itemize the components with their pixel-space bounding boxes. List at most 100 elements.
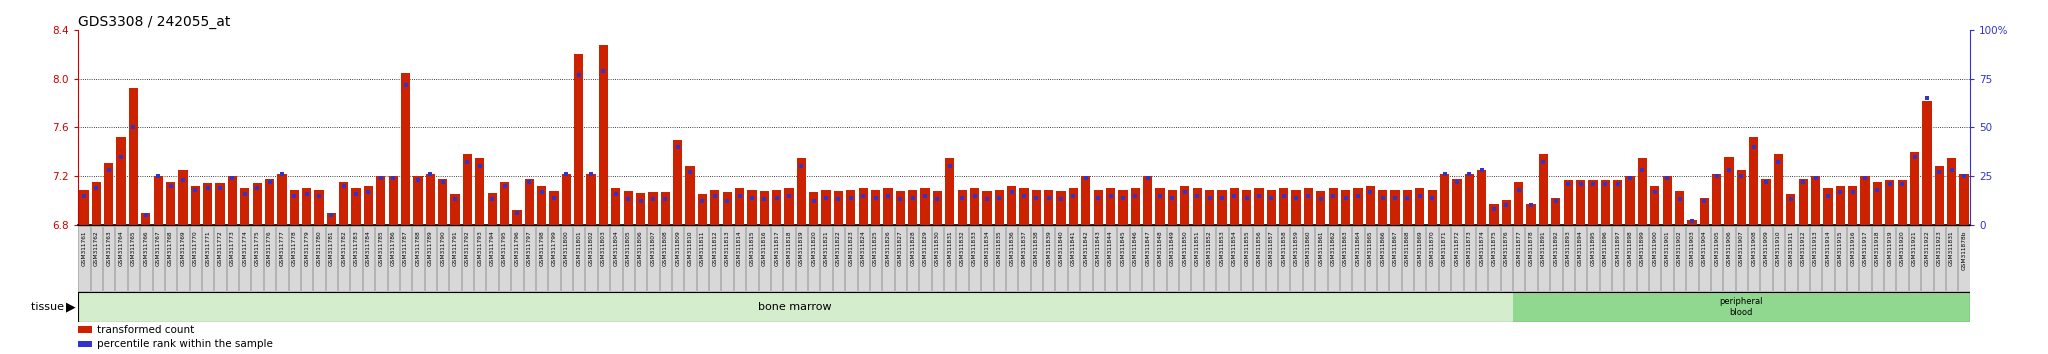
FancyBboxPatch shape <box>883 226 893 291</box>
Point <box>748 196 780 202</box>
FancyBboxPatch shape <box>1661 226 1673 291</box>
FancyBboxPatch shape <box>981 226 993 291</box>
FancyBboxPatch shape <box>412 226 424 291</box>
Text: GSM311857: GSM311857 <box>1270 230 1274 266</box>
Text: GSM311844: GSM311844 <box>1108 230 1112 266</box>
FancyBboxPatch shape <box>907 226 918 291</box>
Text: GSM311828: GSM311828 <box>909 230 915 266</box>
Text: GSM311822: GSM311822 <box>836 230 842 266</box>
Bar <box>649 192 657 225</box>
Point <box>166 177 199 183</box>
Text: GSM311903: GSM311903 <box>1690 230 1694 266</box>
Text: GSM311834: GSM311834 <box>985 230 989 266</box>
Point <box>1329 195 1362 200</box>
FancyBboxPatch shape <box>115 226 127 291</box>
FancyBboxPatch shape <box>1847 226 1858 291</box>
Point <box>1724 173 1757 179</box>
Point <box>563 72 596 78</box>
Text: GSM311761: GSM311761 <box>82 230 86 266</box>
Text: GSM311794: GSM311794 <box>489 230 496 266</box>
FancyBboxPatch shape <box>500 226 510 291</box>
Text: GSM311877: GSM311877 <box>1516 230 1522 266</box>
Text: GSM311817: GSM311817 <box>774 230 778 266</box>
Point <box>154 183 186 189</box>
Point <box>1874 181 1907 187</box>
FancyBboxPatch shape <box>1253 226 1266 291</box>
Point <box>1663 196 1696 202</box>
Text: GSM311923: GSM311923 <box>1937 230 1942 266</box>
FancyBboxPatch shape <box>1761 226 1772 291</box>
Text: GSM311827: GSM311827 <box>897 230 903 266</box>
Bar <box>637 193 645 225</box>
Bar <box>365 186 373 225</box>
Text: GSM311863: GSM311863 <box>1343 230 1348 266</box>
FancyBboxPatch shape <box>672 226 684 291</box>
Text: GSM311786: GSM311786 <box>391 230 395 266</box>
Bar <box>1020 188 1028 225</box>
FancyBboxPatch shape <box>1278 226 1290 291</box>
FancyBboxPatch shape <box>647 226 659 291</box>
Bar <box>1204 189 1214 225</box>
Text: GSM311874: GSM311874 <box>1479 230 1485 266</box>
Text: GSM311847: GSM311847 <box>1145 230 1151 266</box>
Point <box>995 189 1028 194</box>
Point <box>1020 195 1053 200</box>
Text: GSM311814: GSM311814 <box>737 230 741 266</box>
Bar <box>1651 186 1659 225</box>
FancyBboxPatch shape <box>623 226 635 291</box>
Point <box>68 193 100 198</box>
Point <box>389 82 422 87</box>
Bar <box>1008 186 1016 225</box>
Point <box>1898 154 1931 159</box>
Bar <box>1960 174 1968 225</box>
Text: GSM311818: GSM311818 <box>786 230 791 266</box>
Point <box>1415 195 1448 200</box>
Text: GSM311843: GSM311843 <box>1096 230 1100 266</box>
FancyBboxPatch shape <box>1749 226 1759 291</box>
Bar <box>475 158 485 225</box>
Text: GSM311901: GSM311901 <box>1665 230 1669 266</box>
Text: GSM311765: GSM311765 <box>131 230 135 266</box>
FancyBboxPatch shape <box>598 226 608 291</box>
Bar <box>1847 186 1858 225</box>
FancyBboxPatch shape <box>1413 226 1425 291</box>
Bar <box>1724 156 1733 225</box>
Text: GSM311789: GSM311789 <box>428 230 432 266</box>
Text: GSM311896: GSM311896 <box>1604 230 1608 266</box>
Bar <box>1044 189 1053 225</box>
FancyBboxPatch shape <box>1352 226 1364 291</box>
Bar <box>995 189 1004 225</box>
Point <box>1044 196 1077 202</box>
Point <box>784 164 817 169</box>
Point <box>885 196 918 202</box>
Text: GSM311909: GSM311909 <box>1763 230 1769 266</box>
Bar <box>895 191 905 225</box>
Text: GSM311856: GSM311856 <box>1257 230 1262 266</box>
Bar <box>1229 188 1239 225</box>
Point <box>1923 169 1956 175</box>
Bar <box>598 45 608 225</box>
Point <box>649 196 682 202</box>
Bar <box>1094 189 1102 225</box>
Bar <box>944 158 954 225</box>
Text: GSM311767: GSM311767 <box>156 230 160 266</box>
Text: GSM311866: GSM311866 <box>1380 230 1384 266</box>
Text: GSM311894: GSM311894 <box>1579 230 1583 266</box>
Point <box>735 195 768 200</box>
Text: GSM311824: GSM311824 <box>860 230 866 266</box>
FancyBboxPatch shape <box>932 226 944 291</box>
Bar <box>1786 194 1796 225</box>
Text: GSM311865: GSM311865 <box>1368 230 1372 266</box>
Point <box>328 183 360 189</box>
Bar <box>1872 182 1882 225</box>
Bar <box>1602 180 1610 225</box>
Text: GSM311839: GSM311839 <box>1047 230 1051 266</box>
FancyBboxPatch shape <box>1427 226 1438 291</box>
Text: GSM311801: GSM311801 <box>575 230 582 266</box>
Bar <box>1143 176 1153 225</box>
Point <box>760 195 793 200</box>
Point <box>512 179 545 185</box>
Text: GSM311842: GSM311842 <box>1083 230 1087 266</box>
FancyBboxPatch shape <box>758 226 770 291</box>
Bar <box>500 182 510 225</box>
